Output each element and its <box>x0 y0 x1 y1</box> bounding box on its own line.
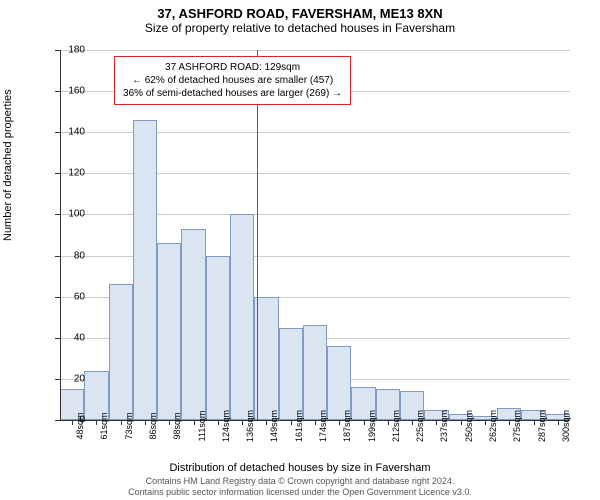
histogram-bar <box>181 229 205 420</box>
x-tick-label: 275sqm <box>512 410 522 442</box>
x-tick-label: 124sqm <box>221 410 231 442</box>
x-tick-label: 161sqm <box>294 410 304 442</box>
x-tick-label: 98sqm <box>172 412 182 439</box>
histogram-bar <box>230 214 254 420</box>
footer: Contains HM Land Registry data © Crown c… <box>0 476 600 498</box>
histogram-bar <box>327 346 351 420</box>
chart-title: 37, ASHFORD ROAD, FAVERSHAM, ME13 8XN <box>0 0 600 21</box>
annotation-box: 37 ASHFORD ROAD: 129sqm← 62% of detached… <box>114 56 351 105</box>
grid-line <box>60 50 570 51</box>
histogram-bar <box>157 243 181 420</box>
y-tick-label: 20 <box>60 373 85 384</box>
histogram-bar <box>109 284 133 420</box>
x-tick-label: 250sqm <box>464 410 474 442</box>
x-tick-label: 61sqm <box>99 412 109 439</box>
x-tick-label: 262sqm <box>488 410 498 442</box>
y-tick-label: 120 <box>60 168 85 179</box>
x-tick-label: 212sqm <box>391 410 401 442</box>
annotation-line: ← 62% of detached houses are smaller (45… <box>123 74 342 87</box>
y-axis-label: Number of detached properties <box>2 89 14 241</box>
x-tick-label: 237sqm <box>439 410 449 442</box>
annotation-line: 36% of semi-detached houses are larger (… <box>123 87 342 100</box>
y-tick-label: 80 <box>60 250 85 261</box>
x-tick-label: 199sqm <box>367 410 377 442</box>
chart-subtitle: Size of property relative to detached ho… <box>0 21 600 39</box>
y-tick-label: 180 <box>60 45 85 56</box>
annotation-line: 37 ASHFORD ROAD: 129sqm <box>123 61 342 74</box>
reference-line <box>257 50 258 420</box>
histogram-bar <box>303 325 327 420</box>
x-tick-label: 149sqm <box>269 410 279 442</box>
x-tick-label: 187sqm <box>342 410 352 442</box>
y-tick-label: 140 <box>60 127 85 138</box>
x-tick-label: 136sqm <box>245 410 255 442</box>
x-tick-label: 174sqm <box>318 410 328 442</box>
x-tick-label: 111sqm <box>197 411 207 442</box>
x-tick-label: 73sqm <box>124 412 134 439</box>
x-tick-label: 225sqm <box>415 410 425 442</box>
y-tick-label: 40 <box>60 332 85 343</box>
x-tick-label: 86sqm <box>148 412 158 439</box>
y-tick-label: 60 <box>60 291 85 302</box>
histogram-bar <box>133 120 157 420</box>
y-tick-label: 160 <box>60 86 85 97</box>
plot-area: 37 ASHFORD ROAD: 129sqm← 62% of detached… <box>60 50 570 420</box>
footer-line2: Contains public sector information licen… <box>0 487 600 498</box>
x-tick-label: 300sqm <box>561 410 571 442</box>
x-tick-label: 48sqm <box>75 412 85 439</box>
chart-container: 37, ASHFORD ROAD, FAVERSHAM, ME13 8XN Si… <box>0 0 600 500</box>
x-tick-label: 287sqm <box>537 410 547 442</box>
histogram-bar <box>206 256 230 420</box>
histogram-bar <box>279 328 303 421</box>
footer-line1: Contains HM Land Registry data © Crown c… <box>0 476 600 487</box>
y-tick-label: 100 <box>60 209 85 220</box>
x-axis-label: Distribution of detached houses by size … <box>0 462 600 474</box>
